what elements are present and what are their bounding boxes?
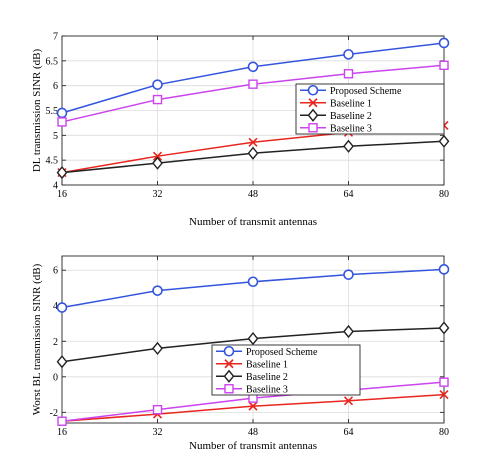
- y-axis-label: DL transmission SINR (dB): [31, 48, 43, 172]
- data-point-proposed-scheme: [152, 79, 163, 90]
- x-axis-label: Number of transmit antennas: [189, 216, 317, 228]
- data-point-baseline-2: [152, 156, 163, 170]
- x-tick-label: 16: [57, 189, 67, 200]
- y-tick-label: 4: [53, 181, 58, 192]
- x-tick-label: 32: [153, 427, 163, 438]
- legend-label-baseline-2: Baseline 2: [246, 372, 288, 383]
- x-tick-label: 16: [57, 427, 67, 438]
- legend-marker-baseline-3: [308, 123, 318, 133]
- data-point-baseline-2: [343, 139, 354, 153]
- x-tick-label: 64: [344, 189, 354, 200]
- data-point-baseline-2: [247, 332, 259, 346]
- legend-label-baseline-3: Baseline 3: [330, 123, 372, 134]
- legend-label-baseline-2: Baseline 2: [330, 111, 372, 122]
- legend-label-baseline-1: Baseline 1: [246, 359, 288, 370]
- series-baseline-2: [56, 134, 450, 180]
- data-point-baseline-2: [438, 134, 450, 148]
- legend-label-proposed-scheme: Proposed Scheme: [330, 86, 402, 97]
- data-point-baseline-1: [152, 151, 163, 161]
- legend-marker-proposed-scheme: [223, 345, 235, 357]
- chart-worst-bl-sinr: 16 32 48 64 80 -2 0 2 4 6 Number of transmit anten…: [31, 255, 450, 452]
- legend-marker-baseline-2: [307, 108, 319, 122]
- y-tick-label: 6.5: [46, 56, 59, 67]
- data-point-baseline-2: [56, 165, 68, 180]
- y-tick-label: 0: [53, 372, 58, 383]
- data-point-baseline-3: [439, 60, 449, 71]
- data-point-baseline-2: [247, 146, 259, 160]
- x-tick-label: 80: [439, 189, 449, 200]
- data-point-baseline-3: [152, 94, 163, 105]
- x-tick-label: 64: [344, 427, 354, 438]
- series-proposed-scheme: [56, 264, 450, 313]
- legend-box: [295, 83, 445, 135]
- data-point-proposed-scheme: [438, 264, 450, 275]
- data-point-proposed-scheme: [438, 37, 450, 49]
- data-point-baseline-1: [248, 401, 258, 411]
- legend-marker-baseline-1: [224, 359, 234, 369]
- data-point-baseline-3: [57, 117, 67, 127]
- y-tick-label: 5: [53, 131, 58, 142]
- x-tick-label: 48: [248, 427, 258, 438]
- data-point-baseline-3: [57, 416, 67, 426]
- series-proposed-scheme: [56, 37, 450, 119]
- chart-dl-sinr: 16 32 48 64 80 4 4.5 5 5.5 6 6.5 7 Number of transmi…: [31, 32, 450, 228]
- data-point-baseline-2: [438, 321, 450, 335]
- legend-label-proposed-scheme: Proposed Scheme: [246, 347, 318, 358]
- y-tick-label: 6: [53, 81, 58, 92]
- legend-label-baseline-3: Baseline 3: [246, 384, 288, 395]
- data-point-proposed-scheme: [56, 107, 68, 119]
- series-baseline-2: [56, 321, 450, 369]
- y-tick-label: 7: [53, 32, 58, 43]
- x-tick-label: 48: [248, 189, 258, 200]
- data-point-proposed-scheme: [247, 276, 259, 288]
- data-point-baseline-3: [152, 404, 163, 415]
- data-point-proposed-scheme: [56, 302, 68, 313]
- x-tick-label: 80: [439, 427, 449, 438]
- y-tick-label: 4: [53, 301, 58, 312]
- y-tick-label: 2: [53, 337, 58, 348]
- x-tick-label: 32: [153, 189, 163, 200]
- data-point-baseline-1: [343, 396, 354, 406]
- y-tick-label: 4.5: [46, 156, 59, 167]
- data-point-baseline-2: [152, 341, 163, 355]
- legend-marker-baseline-1: [308, 98, 318, 108]
- legend-marker-baseline-3: [224, 384, 234, 394]
- data-point-baseline-3: [248, 79, 258, 89]
- data-point-baseline-3: [343, 69, 354, 79]
- data-point-proposed-scheme: [343, 49, 354, 60]
- y-tick-label: -2: [50, 408, 58, 419]
- y-tick-label: 5.5: [46, 106, 59, 117]
- data-point-proposed-scheme: [343, 269, 354, 280]
- legend-box: [211, 344, 361, 396]
- data-point-baseline-2: [343, 324, 354, 339]
- y-axis-label: Worst BL transmission SINR (dB): [31, 263, 43, 415]
- data-point-baseline-1: [439, 390, 449, 400]
- data-point-baseline-1: [248, 137, 258, 147]
- legend-marker-baseline-2: [223, 369, 235, 383]
- data-point-baseline-2: [56, 355, 68, 369]
- data-point-baseline-3: [439, 377, 449, 387]
- x-axis-label: Number of transmit antennas: [189, 440, 317, 452]
- series-baseline-3: [57, 60, 449, 127]
- data-point-proposed-scheme: [152, 285, 163, 296]
- y-tick-label: 6: [53, 266, 58, 277]
- data-point-proposed-scheme: [247, 61, 259, 73]
- legend-marker-proposed-scheme: [307, 84, 319, 96]
- legend-label-baseline-1: Baseline 1: [330, 98, 372, 109]
